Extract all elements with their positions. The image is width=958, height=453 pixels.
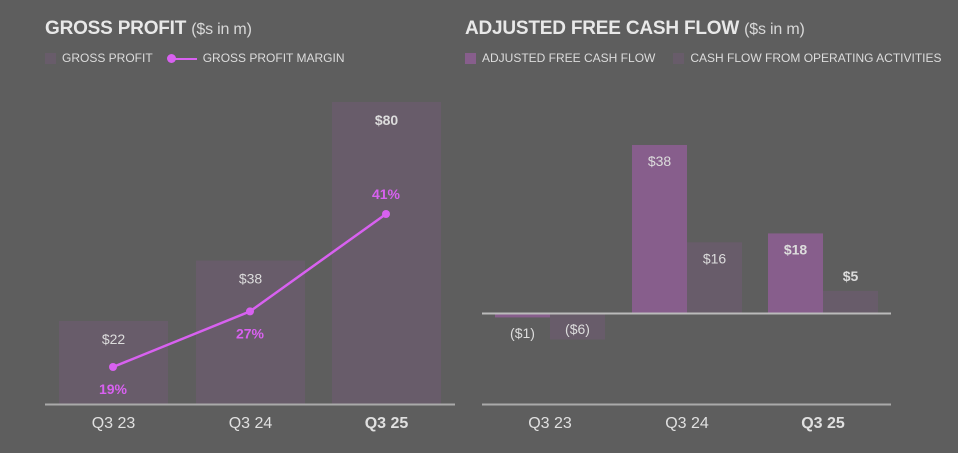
margin-point (382, 210, 390, 218)
gross-profit-bar (59, 320, 168, 404)
gross-profit-unit: ($s in m) (191, 21, 252, 38)
gross-profit-title: GROSS PROFIT ($s in m) (45, 18, 252, 40)
bar-value-label: $80 (375, 112, 399, 128)
x-axis-tick-label: Q3 25 (365, 415, 409, 432)
x-axis-tick-label: Q3 24 (665, 415, 709, 432)
margin-label: 19% (99, 381, 128, 397)
afcf-bar (768, 233, 823, 313)
legend-item-cfo: CASH FLOW FROM OPERATING ACTIVITIES (673, 51, 942, 65)
legend-label: GROSS PROFIT (62, 51, 153, 65)
afcf-unit: ($s in m) (744, 21, 805, 38)
afcf-bar (632, 145, 687, 313)
legend-item-afcf: ADJUSTED FREE CASH FLOW (465, 51, 655, 65)
margin-label: 41% (372, 186, 401, 202)
cfo-bar (687, 242, 742, 313)
gross-profit-legend: GROSS PROFIT GROSS PROFIT MARGIN (45, 51, 358, 65)
gross-profit-swatch-icon (45, 52, 56, 64)
legend-label: CASH FLOW FROM OPERATING ACTIVITIES (690, 51, 942, 65)
x-axis-tick-label: Q3 25 (801, 415, 845, 432)
afcf-title-text: ADJUSTED FREE CASH FLOW (465, 18, 740, 39)
bar-value-label: $5 (843, 268, 859, 284)
cfo-bar (823, 290, 878, 313)
x-axis-tick-label: Q3 24 (229, 415, 273, 432)
bar-value-label: $18 (784, 241, 808, 257)
gross-profit-bar (332, 102, 441, 404)
bar-value-label: ($6) (565, 321, 590, 337)
cfo-bar (550, 313, 605, 340)
margin-point (109, 363, 117, 371)
legend-label: ADJUSTED FREE CASH FLOW (482, 51, 656, 65)
margin-label: 27% (236, 325, 265, 341)
x-axis-tick-label: Q3 23 (528, 415, 572, 432)
legend-label: GROSS PROFIT MARGIN (202, 51, 345, 65)
afcf-swatch-icon (465, 52, 476, 64)
x-axis-tick-label: Q3 23 (92, 415, 136, 432)
bar-value-label: $38 (239, 271, 263, 287)
afcf-title: ADJUSTED FREE CASH FLOW ($s in m) (465, 18, 805, 40)
legend-item-gross-profit-margin: GROSS PROFIT MARGIN (166, 51, 345, 65)
bar-value-label: $22 (102, 331, 126, 347)
afcf-legend: ADJUSTED FREE CASH FLOW CASH FLOW FROM O… (465, 51, 956, 65)
bar-value-label: $38 (648, 153, 672, 169)
margin-point (246, 307, 254, 316)
line-marker-icon (166, 53, 197, 64)
cfo-swatch-icon (673, 52, 685, 64)
gross-profit-title-text: GROSS PROFIT (45, 18, 187, 39)
legend-item-gross-profit: GROSS PROFIT (45, 51, 153, 65)
bar-value-label: ($1) (510, 325, 535, 341)
afcf-bar (495, 313, 550, 318)
bar-value-label: $16 (703, 250, 727, 266)
